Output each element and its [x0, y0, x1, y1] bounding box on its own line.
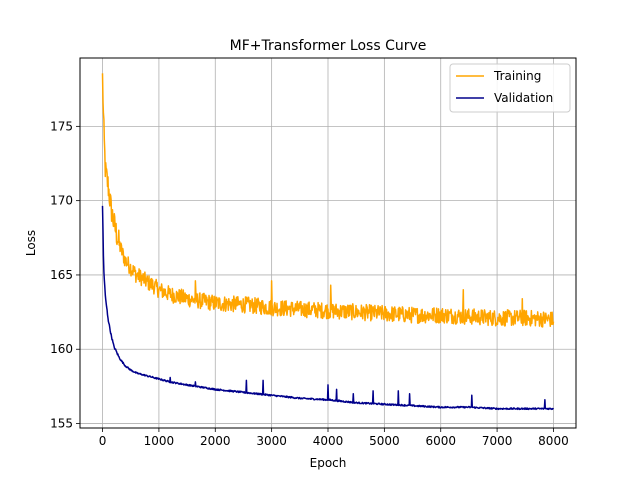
grid-lines: [80, 58, 576, 428]
x-tick-label: 4000: [313, 434, 344, 448]
y-tick-label: 160: [50, 342, 73, 356]
series-line-training: [101, 73, 555, 328]
x-tick-label: 6000: [425, 434, 456, 448]
legend-label-training: Training: [493, 69, 541, 83]
x-tick-label: 7000: [482, 434, 513, 448]
axis-ticks: 0 1000 2000 3000 4000 5000 6000 7000 8000 155 160 1…: [50, 119, 569, 448]
y-tick-label: 165: [50, 268, 73, 282]
y-tick-label: 155: [50, 417, 73, 431]
series-line-validation: [101, 205, 555, 411]
y-axis-label: Loss: [24, 230, 38, 256]
x-tick-label: 0: [99, 434, 107, 448]
y-tick-label: 175: [50, 119, 73, 133]
x-tick-label: 1000: [144, 434, 175, 448]
legend: Training Validation: [449, 63, 571, 113]
x-axis-label: Epoch: [310, 456, 347, 470]
x-tick-label: 8000: [538, 434, 569, 448]
legend-label-validation: Validation: [494, 91, 553, 105]
x-tick-label: 5000: [369, 434, 400, 448]
x-tick-label: 2000: [200, 434, 231, 448]
series-layer: [101, 73, 555, 411]
y-tick-label: 170: [50, 194, 73, 208]
x-tick-label: 3000: [256, 434, 287, 448]
chart-title: MF+Transformer Loss Curve: [230, 38, 427, 54]
